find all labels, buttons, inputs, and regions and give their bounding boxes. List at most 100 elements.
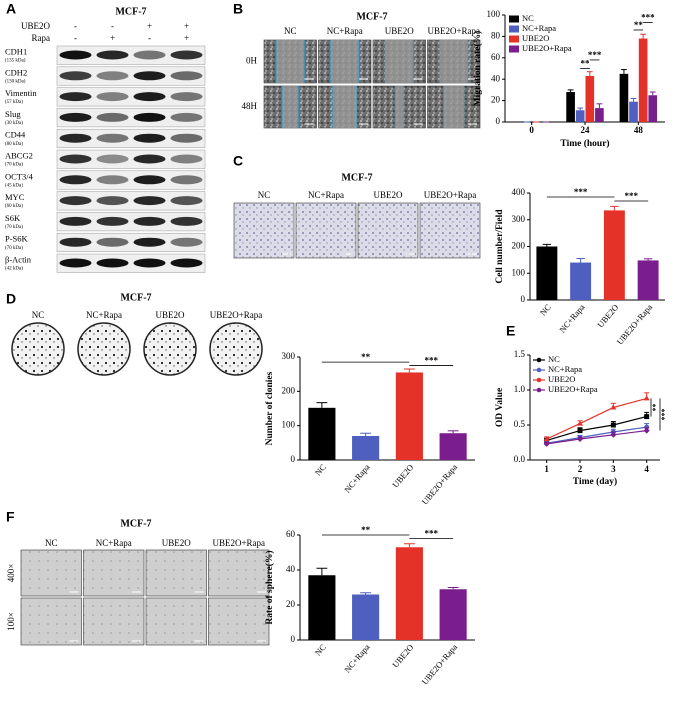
legend-swatch bbox=[509, 45, 519, 53]
bar bbox=[439, 433, 467, 460]
blot-strip bbox=[56, 149, 206, 169]
panel-title: MCF-7 bbox=[356, 11, 387, 22]
x-axis-label: Time (day) bbox=[573, 476, 617, 487]
y-axis-label: Rate of sphere(%) bbox=[264, 550, 275, 624]
wound-gap bbox=[332, 86, 357, 128]
x-tick-label: 48 bbox=[634, 125, 644, 135]
wound-gap bbox=[439, 40, 468, 83]
y-tick-label: 60 bbox=[491, 52, 501, 62]
blot-band bbox=[59, 92, 92, 102]
panel-title: MCF-7 bbox=[341, 172, 372, 183]
x-tick-label: NC bbox=[538, 302, 553, 318]
panel-label: E bbox=[506, 323, 515, 339]
y-tick-label: 20 bbox=[491, 95, 501, 105]
blot-strip bbox=[56, 87, 206, 107]
blot-band bbox=[170, 258, 203, 268]
y-tick-label: 0 bbox=[291, 454, 296, 464]
bar bbox=[566, 92, 575, 122]
data-line bbox=[546, 397, 647, 440]
blot-band bbox=[170, 196, 203, 206]
legend-marker bbox=[536, 387, 542, 393]
y-tick-label: 40 bbox=[286, 564, 296, 574]
protein-size: (135 kDa) bbox=[5, 59, 26, 64]
data-point bbox=[543, 436, 550, 441]
data-point bbox=[643, 395, 650, 401]
data-line bbox=[546, 416, 647, 441]
bar bbox=[352, 435, 380, 460]
significance-label: *** bbox=[425, 529, 439, 539]
column-label: NC bbox=[284, 26, 297, 36]
column-label: UBE2O+Rapa bbox=[212, 538, 265, 548]
y-tick-label: 100 bbox=[512, 267, 526, 277]
condition-name: UBE2O bbox=[21, 21, 51, 31]
y-tick-label: 80 bbox=[491, 30, 501, 40]
blot-band bbox=[170, 133, 203, 143]
column-label: UBE2O bbox=[162, 538, 192, 548]
condition-mark: - bbox=[74, 33, 77, 43]
column-label: NC bbox=[32, 310, 45, 320]
protein-name: Slug bbox=[5, 109, 21, 119]
protein-size: (42 kDa) bbox=[5, 267, 23, 272]
row-label: 100× bbox=[6, 612, 16, 631]
panel-label: D bbox=[6, 291, 16, 307]
blot-band bbox=[170, 71, 203, 81]
y-tick-label: 100 bbox=[487, 9, 501, 19]
y-tick-label: 60 bbox=[286, 529, 296, 539]
significance-label: ** bbox=[651, 404, 660, 412]
blot-band bbox=[59, 154, 92, 164]
blot-band bbox=[59, 71, 92, 81]
significance-label: ** bbox=[361, 525, 371, 535]
data-point bbox=[577, 428, 583, 434]
blot-band bbox=[133, 133, 166, 143]
legend-swatch bbox=[509, 15, 519, 23]
micrograph bbox=[295, 202, 357, 259]
x-tick-label: NC bbox=[313, 642, 328, 658]
x-tick-label: 4 bbox=[644, 464, 649, 474]
condition-mark: + bbox=[184, 21, 189, 31]
column-label: NC+Rapa bbox=[86, 310, 122, 320]
x-tick-label: UBE2O bbox=[390, 642, 415, 669]
protein-size: (130 kDa) bbox=[5, 79, 26, 84]
y-tick-label: 40 bbox=[491, 73, 501, 83]
protein-name: S6K bbox=[5, 213, 21, 223]
dish-image bbox=[143, 322, 197, 376]
blot-band bbox=[170, 112, 203, 122]
panel-title: MCF-7 bbox=[120, 292, 151, 303]
data-line bbox=[546, 430, 647, 445]
blot-strip bbox=[56, 170, 206, 190]
protein-size: (57 kDa) bbox=[5, 100, 23, 105]
blot-band bbox=[133, 112, 166, 122]
x-tick-label: 1 bbox=[544, 464, 549, 474]
y-tick-label: 20 bbox=[286, 599, 296, 609]
significance-label: *** bbox=[574, 187, 588, 197]
blot-band bbox=[96, 133, 129, 143]
significance-label: *** bbox=[425, 356, 439, 366]
bar bbox=[439, 589, 467, 640]
column-label: NC+Rapa bbox=[327, 26, 363, 36]
x-tick-label: NC+Rapa bbox=[557, 302, 587, 335]
blot-band bbox=[59, 237, 92, 247]
blot-band bbox=[96, 196, 129, 206]
legend-label: UBE2O bbox=[548, 374, 575, 384]
panel-label: B bbox=[233, 1, 243, 17]
column-label: UBE2O+Rapa bbox=[210, 310, 263, 320]
blot-band bbox=[59, 216, 92, 226]
panel-label: C bbox=[233, 153, 243, 169]
legend-label: NC+Rapa bbox=[522, 23, 556, 33]
micrograph bbox=[20, 597, 82, 646]
x-tick-label: NC+Rapa bbox=[342, 642, 372, 675]
bar bbox=[603, 210, 625, 300]
bar bbox=[395, 372, 423, 460]
blot-strip bbox=[56, 253, 206, 273]
data-point bbox=[610, 404, 617, 410]
micrograph bbox=[233, 202, 295, 259]
y-tick-label: 1.5 bbox=[514, 349, 526, 359]
bar bbox=[308, 407, 336, 460]
column-label: NC bbox=[258, 190, 271, 200]
bar bbox=[638, 38, 648, 122]
blot-band bbox=[96, 50, 129, 60]
data-point bbox=[610, 431, 617, 438]
bar bbox=[308, 575, 336, 640]
protein-size: (70 kDa) bbox=[5, 225, 23, 230]
